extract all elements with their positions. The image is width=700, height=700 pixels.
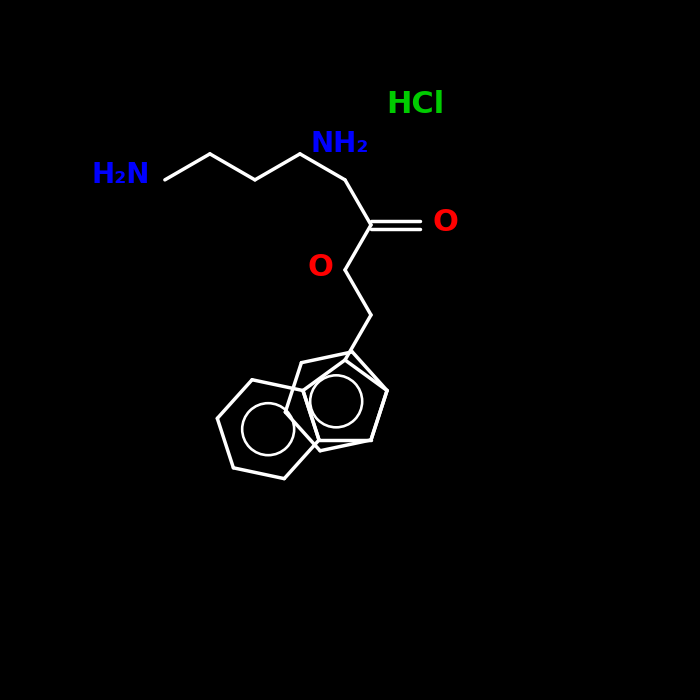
Text: O: O	[433, 209, 459, 237]
Text: NH₂: NH₂	[311, 130, 369, 158]
Text: O: O	[307, 253, 333, 282]
Text: HCl: HCl	[386, 90, 444, 120]
Text: H₂N: H₂N	[92, 161, 150, 189]
